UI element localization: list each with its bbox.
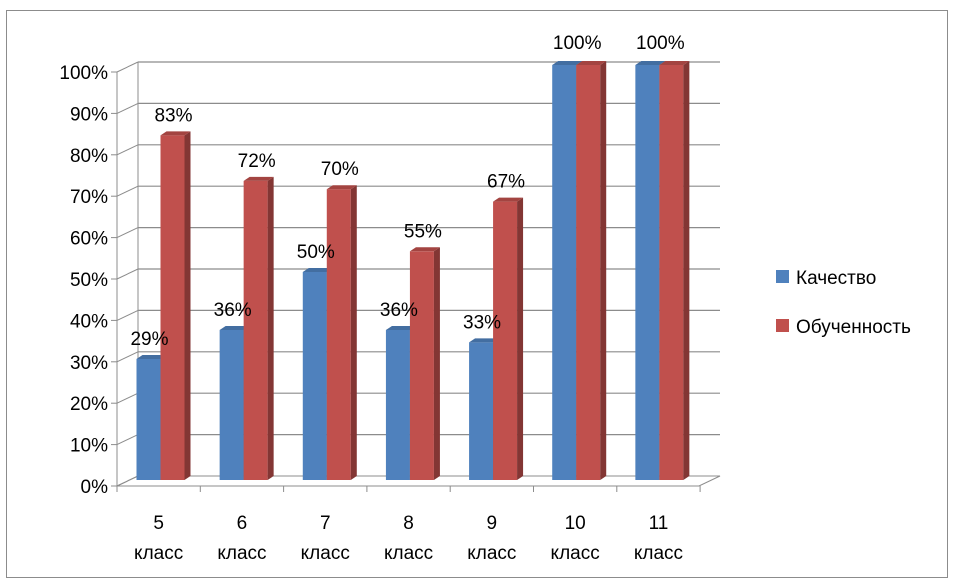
- bar-kachestvo: [552, 65, 577, 480]
- data-label: 33%: [463, 312, 501, 333]
- bar-obuchennost: [493, 201, 518, 480]
- bar-obuchennost-top: [160, 131, 191, 136]
- labels-layer: 29% 83% 36% 72% 50% 70% 36% 55% 33% 67% 100% 100%: [130, 33, 684, 350]
- bar-obuchennost: [576, 65, 601, 480]
- gridline-side: [116, 102, 139, 114]
- y-tick-label: 30%: [70, 353, 108, 374]
- y-tick-label: 60%: [70, 229, 108, 250]
- gridline-side: [116, 475, 139, 487]
- x-tick-label: класс: [551, 543, 600, 564]
- legend-swatch-obuchennost: [776, 319, 789, 332]
- data-label: 29%: [130, 329, 168, 350]
- bar-obuchennost: [659, 65, 684, 480]
- legend: Качество Обученность: [776, 268, 911, 338]
- y-tick-label: 0%: [81, 477, 109, 498]
- bar-obuchennost-top: [409, 247, 440, 252]
- y-tick-label: 80%: [70, 146, 108, 167]
- bar-kachestvo-top: [136, 354, 167, 359]
- bar-kachestvo-top: [219, 325, 250, 330]
- data-label: 100%: [553, 33, 602, 54]
- x-tick-label: класс: [634, 543, 683, 564]
- bar-kachestvo: [635, 65, 660, 480]
- data-label: 72%: [238, 151, 276, 172]
- x-tick-label: 5: [153, 513, 164, 534]
- data-label: 55%: [404, 221, 442, 242]
- x-tick-label: класс: [301, 543, 350, 564]
- bar-obuchennost-top: [493, 197, 524, 202]
- y-tick-label: 50%: [70, 270, 108, 291]
- data-label: 36%: [380, 300, 418, 321]
- gridline-side: [116, 351, 139, 363]
- x-tick-label: класс: [217, 543, 266, 564]
- x-tick-label: класс: [134, 543, 183, 564]
- bar-kachestvo-top: [385, 325, 416, 330]
- x-tick-label: 11: [649, 513, 669, 534]
- y-tick-label: 10%: [70, 436, 108, 457]
- bar-obuchennost-top: [659, 61, 690, 65]
- gridline-side: [116, 227, 139, 239]
- bar-kachestvo-top: [469, 338, 500, 343]
- bar-kachestvo: [136, 358, 161, 480]
- bar-obuchennost-side: [433, 247, 440, 480]
- bar-kachestvo: [219, 329, 244, 480]
- gridline-side: [116, 434, 139, 446]
- x-tick-label: 9: [487, 513, 498, 534]
- x-tick-label: класс: [467, 543, 516, 564]
- gridline-side: [116, 144, 139, 156]
- data-label: 36%: [214, 300, 252, 321]
- y-tick-label: 20%: [70, 394, 108, 415]
- bar-kachestvo-top: [635, 61, 666, 65]
- bar-kachestvo-top: [552, 61, 583, 65]
- y-tick-label: 70%: [70, 187, 108, 208]
- x-tick-label: 10: [565, 513, 586, 534]
- gridline-side: [116, 392, 139, 404]
- gridline-side: [116, 268, 139, 280]
- x-tick-label: 6: [237, 513, 248, 534]
- bar-obuchennost: [326, 189, 351, 480]
- data-label: 67%: [487, 172, 525, 193]
- gridline-side: [116, 309, 139, 321]
- legend-label-kachestvo: Качество: [796, 268, 876, 289]
- bars-layer: [136, 61, 690, 481]
- y-tick-label: 40%: [70, 311, 108, 332]
- legend-label-obuchennost: Обученность: [796, 317, 911, 338]
- legend-swatch-kachestvo: [776, 270, 789, 283]
- bar-kachestvo-top: [302, 268, 333, 272]
- data-label: 100%: [636, 33, 685, 54]
- axis-layer: 0% 10% 20% 30% 40% 50% 60% 70% 80% 90% 100% 5 класс 6…: [59, 63, 701, 564]
- gridline-side: [116, 185, 139, 197]
- bar-kachestvo: [469, 342, 494, 480]
- x-tick-label: класс: [384, 543, 433, 564]
- bar-obuchennost-side: [683, 61, 690, 480]
- x-tick-label: 8: [403, 513, 414, 534]
- bar-obuchennost: [160, 135, 185, 480]
- y-tick-label: 90%: [70, 104, 108, 125]
- bar-kachestvo: [302, 272, 327, 480]
- data-label: 50%: [297, 242, 335, 263]
- bar-obuchennost: [243, 180, 268, 481]
- bar-kachestvo: [385, 329, 410, 480]
- bar-obuchennost-top: [243, 176, 274, 181]
- data-label: 70%: [321, 159, 359, 180]
- bar-obuchennost-side: [184, 131, 191, 480]
- x-tick-label: 7: [320, 513, 331, 534]
- bar-obuchennost-side: [517, 197, 524, 480]
- bar-obuchennost-top: [576, 61, 607, 65]
- y-tick-label: 100%: [59, 63, 108, 84]
- gridline-side: [116, 61, 139, 73]
- bar-obuchennost-side: [267, 176, 274, 481]
- bar-obuchennost: [409, 251, 434, 480]
- bar-obuchennost-side: [600, 61, 607, 480]
- bar-obuchennost-side: [350, 185, 357, 480]
- bar-obuchennost-top: [326, 185, 357, 190]
- data-label: 83%: [154, 105, 192, 126]
